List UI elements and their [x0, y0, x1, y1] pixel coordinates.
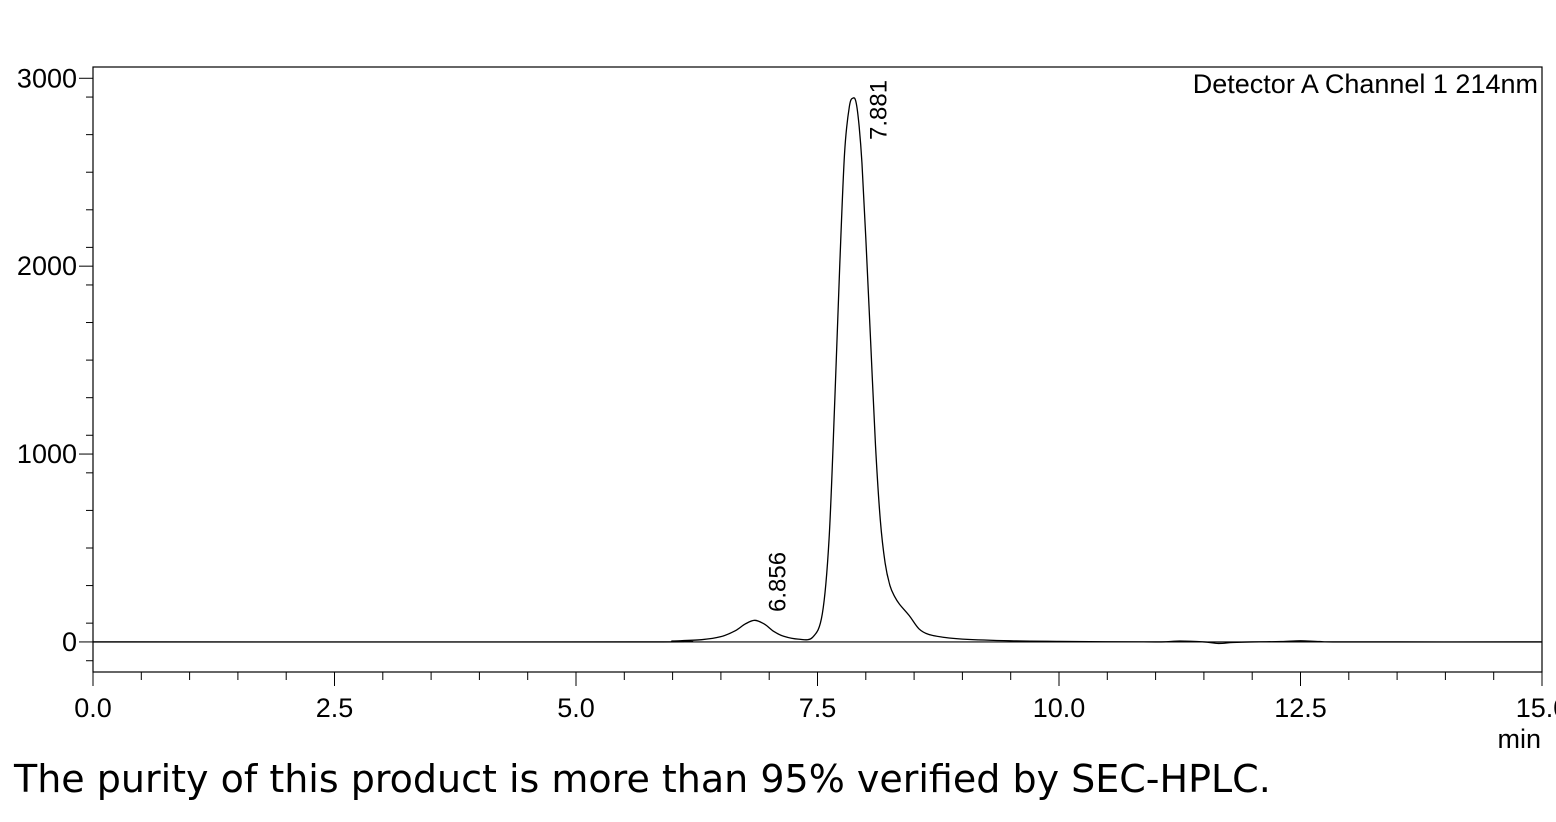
y-tick-label: 0 — [62, 627, 77, 657]
chromatogram-trace — [92, 97, 1543, 645]
x-axis-unit-label: min — [1497, 724, 1541, 754]
x-tick-label: 15.0 — [1516, 693, 1556, 723]
x-tick-label: 2.5 — [316, 693, 354, 723]
channel-label: Detector A Channel 1 214nm — [1193, 69, 1538, 99]
y-tick-label: 1000 — [17, 439, 77, 469]
x-tick-label: 7.5 — [799, 693, 837, 723]
x-tick-label: 12.5 — [1274, 693, 1327, 723]
peak-label: 7.881 — [865, 80, 892, 140]
peak-labels: 6.856 7.881 — [764, 80, 892, 612]
x-tick-label: 5.0 — [557, 693, 595, 723]
x-tick-label: 10.0 — [1033, 693, 1086, 723]
x-axis: 0.0 2.5 5.0 7.5 10.0 12.5 15.0 — [74, 672, 1556, 723]
plot-frame — [92, 66, 1543, 673]
y-tick-label: 3000 — [17, 63, 77, 93]
y-axis: 0 1000 2000 3000 — [17, 63, 93, 662]
x-tick-label: 0.0 — [74, 693, 112, 723]
purity-caption: The purity of this product is more than … — [14, 757, 1271, 801]
y-tick-label: 2000 — [17, 251, 77, 281]
peak-label: 6.856 — [764, 552, 791, 612]
